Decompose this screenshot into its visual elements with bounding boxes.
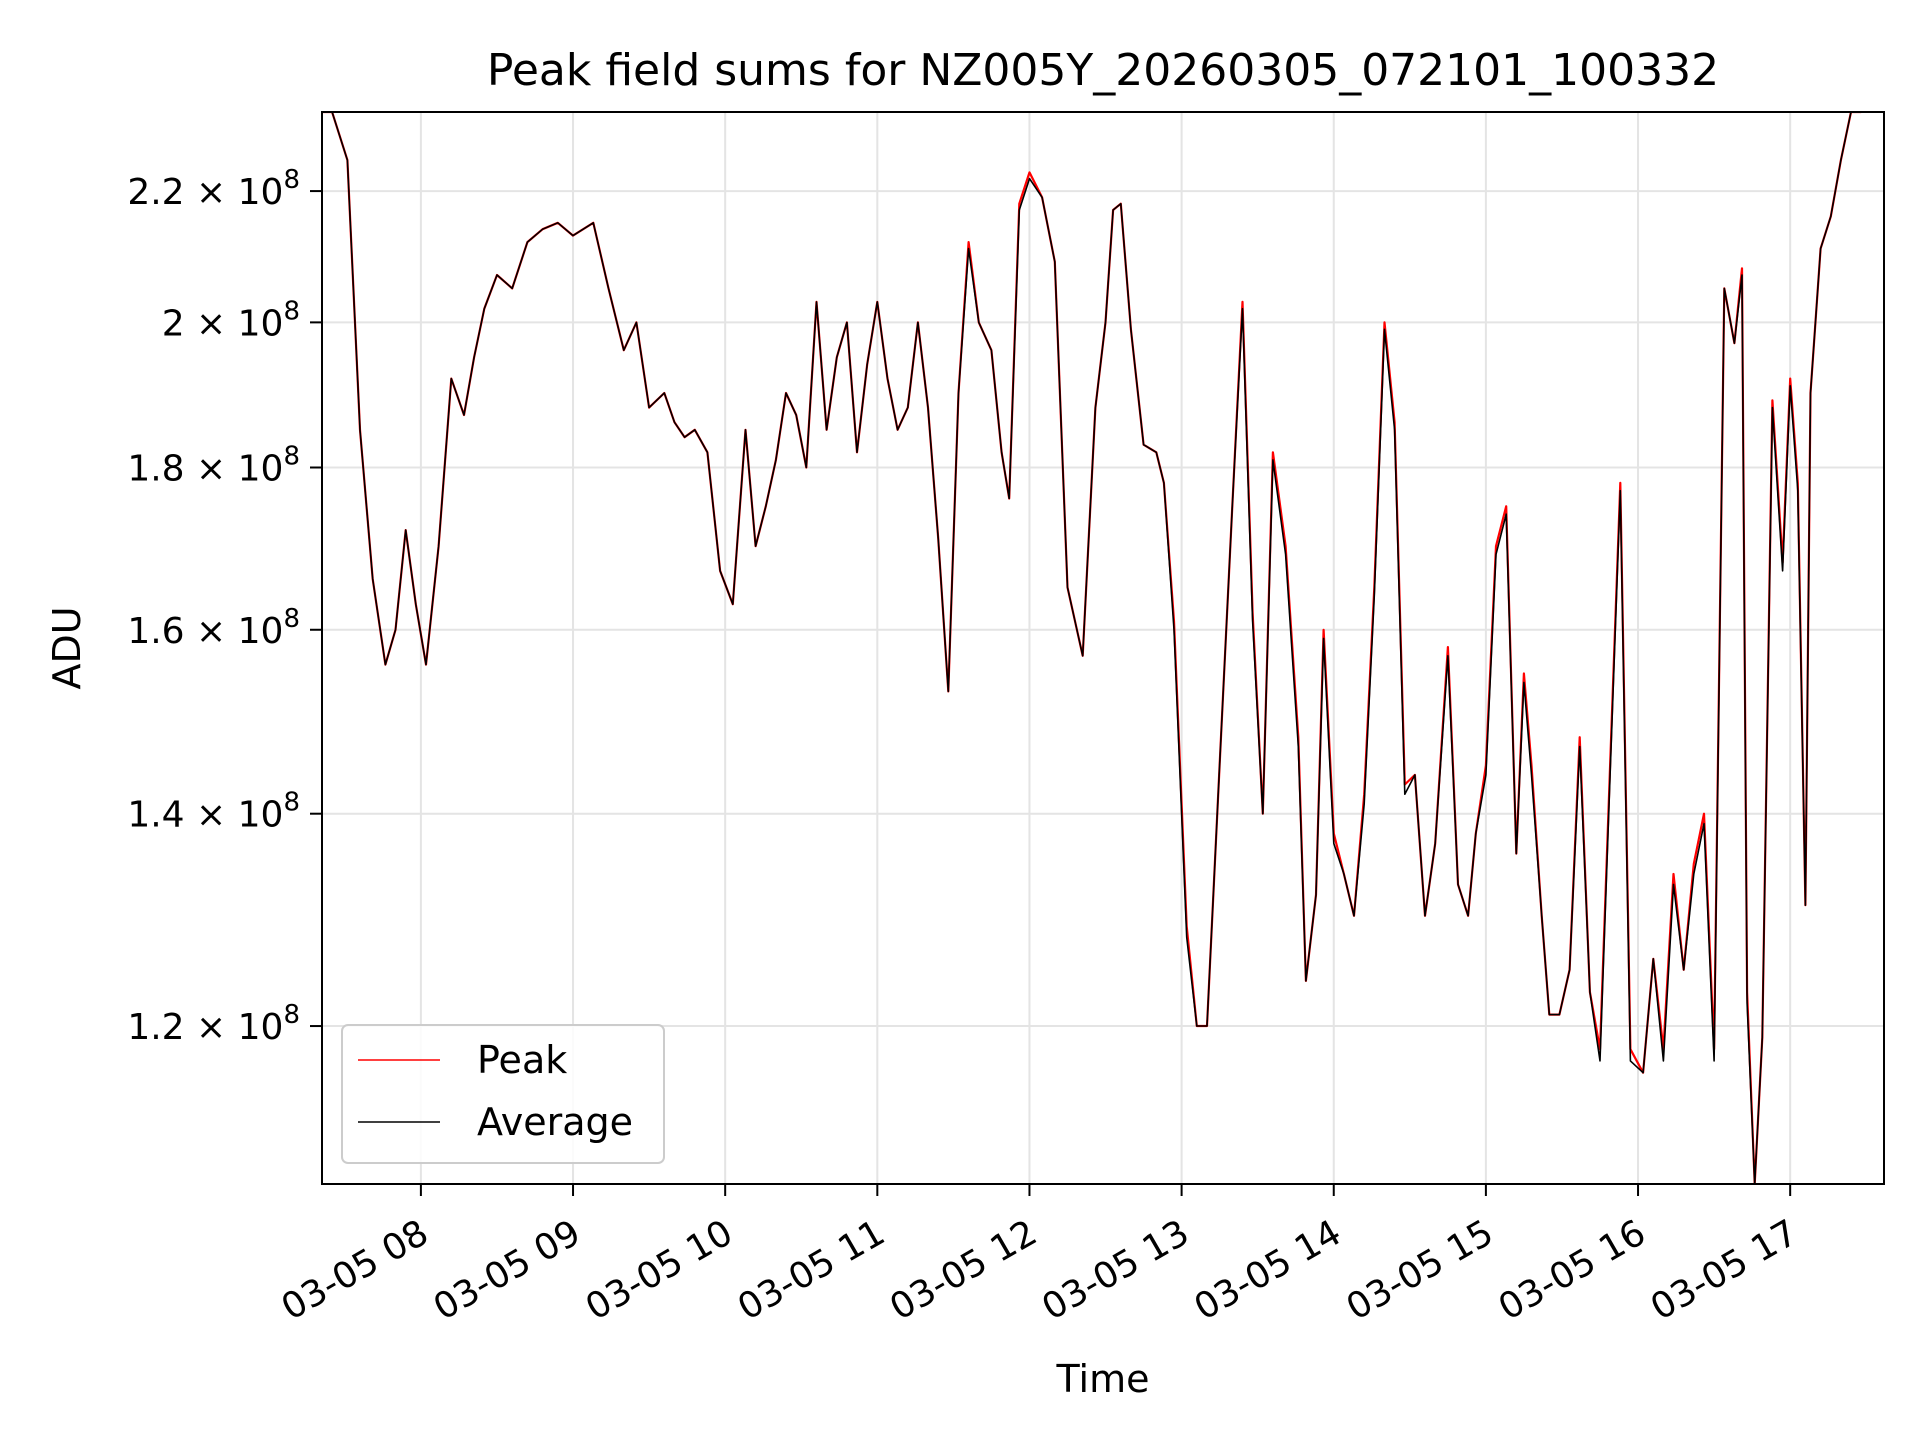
legend-label-average: Average bbox=[477, 1100, 633, 1144]
y-axis-label: ADU bbox=[45, 606, 89, 689]
series-line-average bbox=[322, 112, 1862, 1184]
y-tick-label: 2.2 × 108 bbox=[127, 165, 300, 213]
grid bbox=[322, 112, 1884, 1184]
y-tick-label: 1.2 × 108 bbox=[127, 1000, 300, 1048]
legend-label-peak: Peak bbox=[477, 1038, 567, 1082]
y-axis: 1.2 × 108 1.4 × 108 1.6 × 108 1.8 × 108 2 × … bbox=[127, 165, 322, 1048]
chart-title: Peak field sums for NZ005Y_20260305_0721… bbox=[487, 45, 1719, 96]
y-tick-label: 1.4 × 108 bbox=[127, 788, 300, 836]
y-tick-label: 1.6 × 108 bbox=[127, 604, 300, 652]
x-axis-label: Time bbox=[1056, 1357, 1150, 1401]
plot-frame bbox=[321, 111, 1885, 1185]
legend: Peak Average bbox=[341, 1024, 665, 1164]
y-tick-label: 2 × 108 bbox=[162, 296, 300, 344]
y-tick-label: 1.8 × 108 bbox=[127, 442, 300, 490]
series-layer bbox=[322, 112, 1862, 1184]
